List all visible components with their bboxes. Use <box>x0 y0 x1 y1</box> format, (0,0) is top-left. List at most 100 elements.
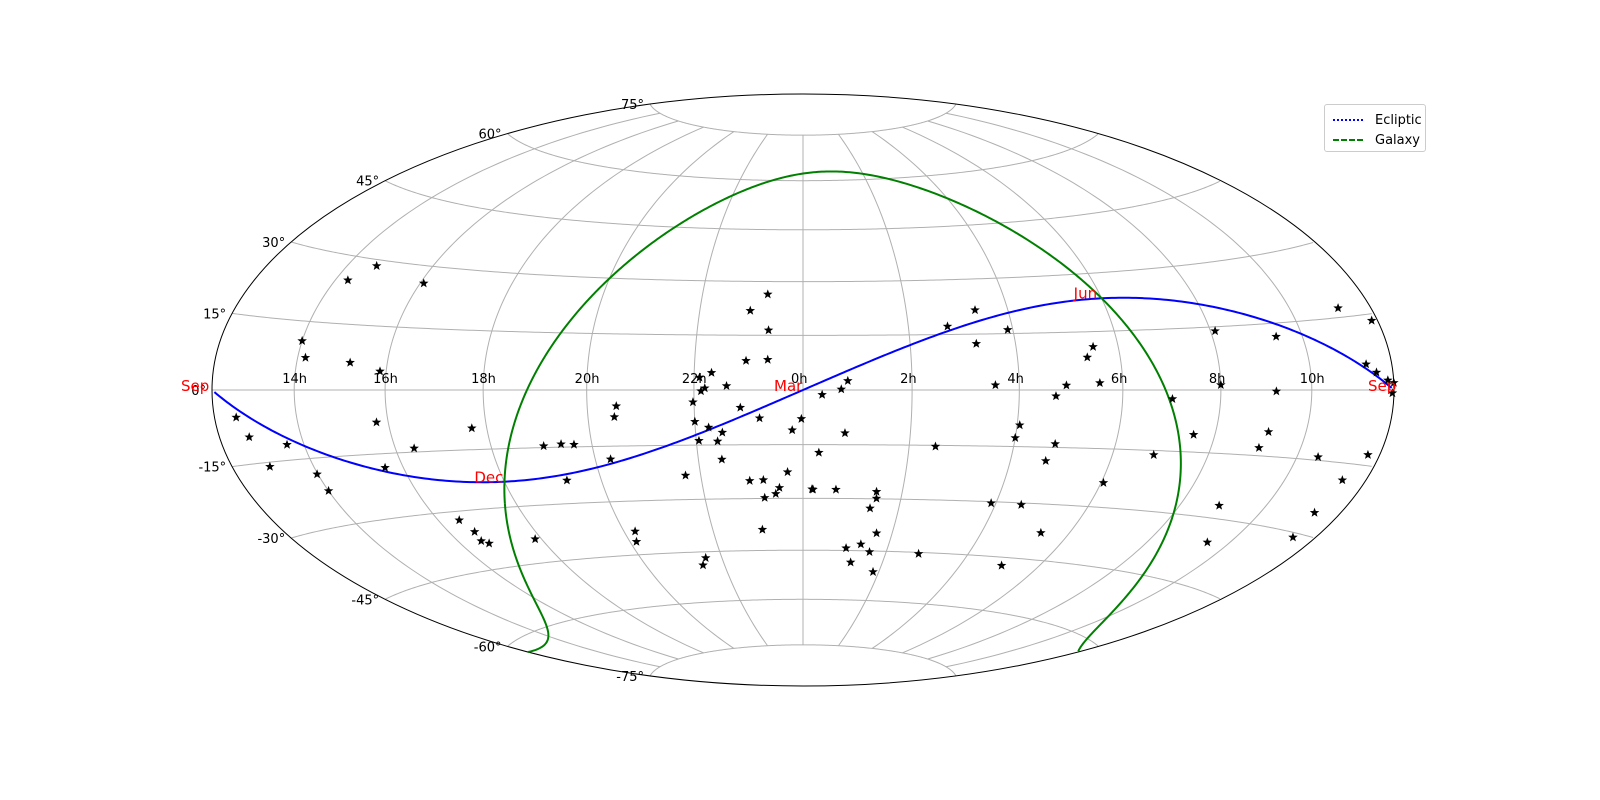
star-marker <box>1361 359 1371 369</box>
star-marker <box>807 484 817 494</box>
dec-tick-label: -15° <box>198 461 226 476</box>
star-marker <box>1040 455 1051 465</box>
star-marker <box>469 526 480 536</box>
galactic-equator-line <box>503 503 550 653</box>
star-marker <box>696 386 706 396</box>
star-marker <box>690 416 700 426</box>
star-marker <box>1371 367 1382 377</box>
star-marker <box>845 557 856 567</box>
star-marker <box>300 352 311 362</box>
star-marker <box>467 423 477 433</box>
star-marker <box>323 485 334 495</box>
dec-tick-label: -30° <box>257 532 285 547</box>
legend-label-galaxy: Galaxy <box>1375 132 1421 148</box>
dec-tick-label: -60° <box>474 640 502 655</box>
star-marker <box>476 536 486 546</box>
star-marker <box>771 488 781 498</box>
star-marker <box>930 441 941 451</box>
dec-tick-label: 75° <box>621 98 644 113</box>
parallel-line <box>385 180 1220 231</box>
season-label: Sep <box>1368 377 1396 395</box>
star-marker <box>986 498 996 508</box>
parallel-line <box>649 103 957 136</box>
star-marker <box>1036 527 1046 537</box>
star-marker <box>605 454 616 464</box>
star-marker <box>454 515 464 525</box>
dec-tick-label: 30° <box>262 236 285 251</box>
star-marker <box>1082 352 1093 362</box>
star-marker <box>814 447 824 457</box>
star-marker <box>1010 432 1020 442</box>
star-marker <box>1313 452 1323 462</box>
star-marker <box>680 470 691 480</box>
ra-tick-label: 16h <box>373 372 398 387</box>
star-marker <box>1383 375 1393 385</box>
star-marker <box>371 260 382 270</box>
star-marker <box>942 321 953 331</box>
star-marker <box>688 397 698 407</box>
star-marker <box>1016 499 1027 509</box>
star-marker <box>1061 380 1072 390</box>
star-marker <box>375 366 385 376</box>
star-marker <box>265 461 275 471</box>
ra-tick-label: 0h <box>791 372 808 387</box>
star-marker <box>703 422 714 432</box>
star-marker <box>1254 442 1264 452</box>
parallel-line <box>507 133 1099 182</box>
star-marker <box>1214 500 1224 510</box>
dec-tick-label: 0° <box>191 384 206 399</box>
dec-tick-label: -45° <box>351 593 379 608</box>
star-marker <box>871 493 882 503</box>
star-marker <box>762 354 773 364</box>
parallel-line <box>291 241 1314 283</box>
star-marker <box>1363 449 1373 459</box>
star-marker <box>371 417 382 427</box>
star-marker <box>787 425 797 435</box>
star-marker <box>1387 388 1398 398</box>
star-marker <box>712 436 723 446</box>
star-marker <box>913 548 924 558</box>
star-marker <box>1050 438 1060 449</box>
star-marker <box>1288 532 1298 542</box>
galaxy-swatch <box>1333 139 1363 141</box>
star-marker <box>1051 391 1061 401</box>
star-marker <box>970 305 980 315</box>
star-marker <box>700 383 710 393</box>
dec-tick-label: -75° <box>616 670 644 685</box>
star-marker <box>758 475 769 485</box>
star-marker <box>1088 341 1098 351</box>
star-marker <box>871 528 882 538</box>
star-marker <box>745 305 756 315</box>
star-marker <box>1167 393 1178 403</box>
star-marker <box>1202 537 1213 547</box>
star-marker <box>717 454 727 464</box>
map-boundary <box>211 93 1395 687</box>
parallel-line <box>385 549 1220 600</box>
star-marker <box>418 278 429 288</box>
star-marker <box>562 475 572 485</box>
star-marker <box>1366 315 1377 325</box>
parallel-line <box>232 312 1372 336</box>
star-marker <box>380 462 390 472</box>
star-marker <box>971 338 982 348</box>
star-marker <box>694 435 704 445</box>
ra-tick-label: 14h <box>282 372 307 387</box>
reference-curves <box>213 170 1393 653</box>
ra-tick-label: 10h <box>1300 372 1325 387</box>
star-marker <box>569 439 579 449</box>
star-marker <box>1095 377 1105 388</box>
star-marker <box>841 543 851 553</box>
star-marker <box>312 469 322 479</box>
legend: Ecliptic Galaxy <box>1324 104 1426 152</box>
star-marker <box>1014 420 1025 430</box>
star-marker <box>1389 377 1399 387</box>
star-marker <box>763 325 774 335</box>
star-marker <box>538 441 549 451</box>
star-marker <box>840 428 850 438</box>
star-marker <box>1098 477 1109 487</box>
legend-item-ecliptic: Ecliptic <box>1333 111 1422 129</box>
ra-tick-label: 22h <box>682 372 707 387</box>
star-marker <box>1002 324 1013 334</box>
star-marker <box>774 482 785 492</box>
star-marker <box>782 467 793 477</box>
